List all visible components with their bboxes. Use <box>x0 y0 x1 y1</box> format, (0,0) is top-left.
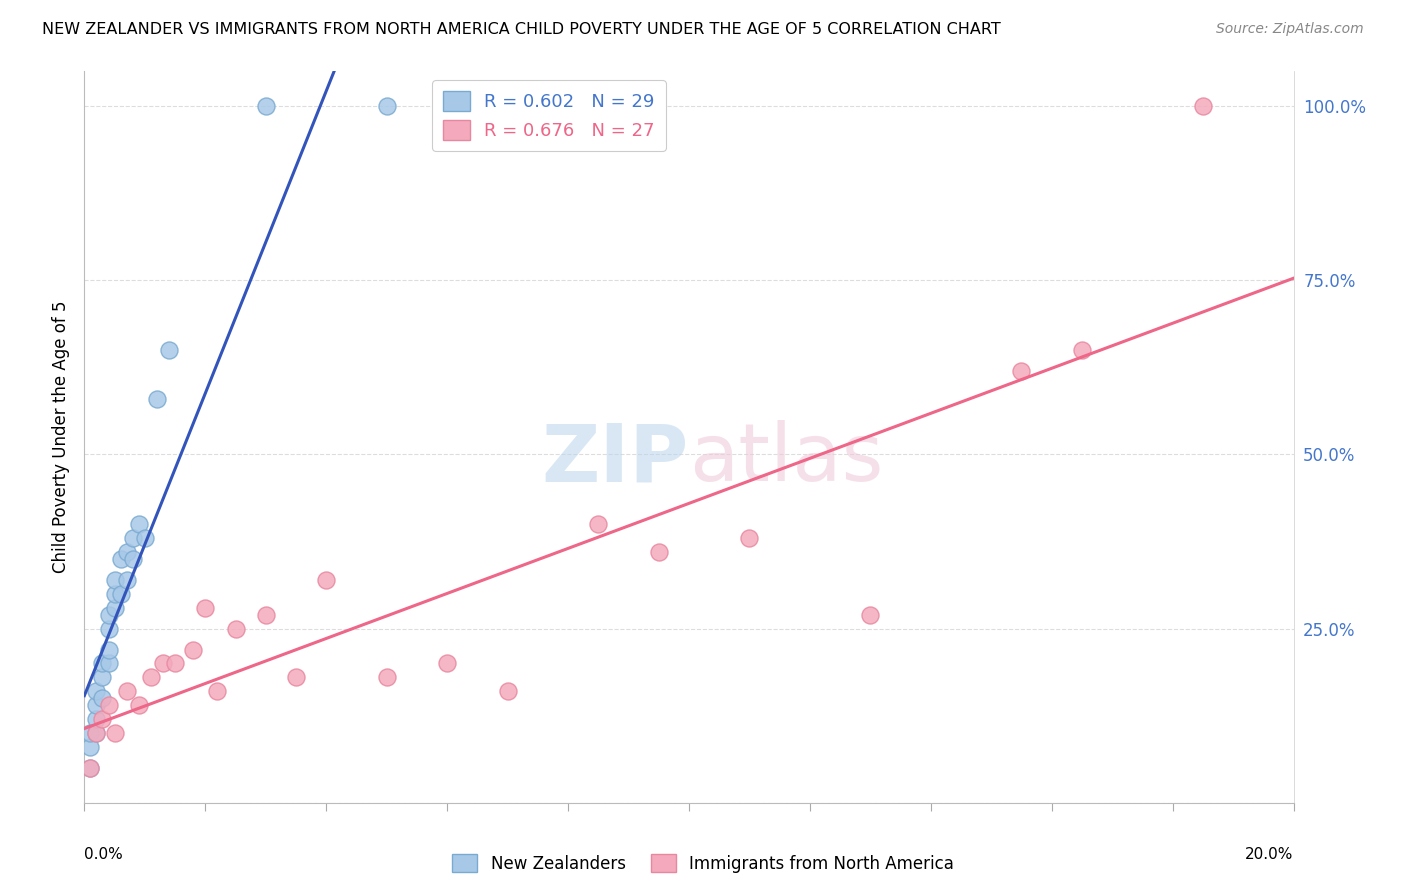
Point <box>97 607 120 622</box>
Point <box>134 531 156 545</box>
Text: 20.0%: 20.0% <box>1246 847 1294 862</box>
Point <box>86 684 108 698</box>
Point <box>104 587 127 601</box>
Text: Source: ZipAtlas.com: Source: ZipAtlas.com <box>1216 22 1364 37</box>
Point <box>86 726 108 740</box>
Point <box>375 99 398 113</box>
Point <box>152 657 174 671</box>
Point <box>104 600 127 615</box>
Point <box>97 698 120 713</box>
Point <box>496 684 519 698</box>
Point <box>128 517 150 532</box>
Point <box>110 552 132 566</box>
Point <box>254 99 277 113</box>
Point <box>157 343 180 357</box>
Point <box>225 622 247 636</box>
Point <box>128 698 150 713</box>
Text: 0.0%: 0.0% <box>84 847 124 862</box>
Point <box>588 517 610 532</box>
Point <box>91 712 114 726</box>
Point <box>79 761 101 775</box>
Point <box>1071 343 1094 357</box>
Point <box>91 691 114 706</box>
Point <box>436 657 458 671</box>
Point <box>79 726 101 740</box>
Point <box>648 545 671 559</box>
Legend: New Zealanders, Immigrants from North America: New Zealanders, Immigrants from North Am… <box>446 847 960 880</box>
Point <box>115 573 138 587</box>
Point <box>1011 364 1033 378</box>
Legend: R = 0.602   N = 29, R = 0.676   N = 27: R = 0.602 N = 29, R = 0.676 N = 27 <box>432 80 665 151</box>
Point <box>79 740 101 755</box>
Point <box>91 657 114 671</box>
Point <box>859 607 882 622</box>
Point <box>91 670 114 684</box>
Point <box>315 573 337 587</box>
Point <box>738 531 761 545</box>
Point <box>97 642 120 657</box>
Point <box>86 726 108 740</box>
Point <box>97 657 120 671</box>
Point <box>139 670 162 684</box>
Point <box>121 552 143 566</box>
Text: ZIP: ZIP <box>541 420 689 498</box>
Point <box>146 392 169 406</box>
Point <box>97 622 120 636</box>
Text: atlas: atlas <box>689 420 883 498</box>
Point <box>115 545 138 559</box>
Point <box>86 698 108 713</box>
Point <box>86 712 108 726</box>
Point <box>79 761 101 775</box>
Point <box>104 726 127 740</box>
Point <box>165 657 187 671</box>
Point <box>110 587 132 601</box>
Point <box>285 670 308 684</box>
Point <box>115 684 138 698</box>
Point <box>254 607 277 622</box>
Point <box>121 531 143 545</box>
Point <box>181 642 204 657</box>
Point <box>104 573 127 587</box>
Point <box>1192 99 1215 113</box>
Point <box>194 600 217 615</box>
Point <box>375 670 398 684</box>
Point <box>207 684 229 698</box>
Y-axis label: Child Poverty Under the Age of 5: Child Poverty Under the Age of 5 <box>52 301 70 574</box>
Text: NEW ZEALANDER VS IMMIGRANTS FROM NORTH AMERICA CHILD POVERTY UNDER THE AGE OF 5 : NEW ZEALANDER VS IMMIGRANTS FROM NORTH A… <box>42 22 1001 37</box>
